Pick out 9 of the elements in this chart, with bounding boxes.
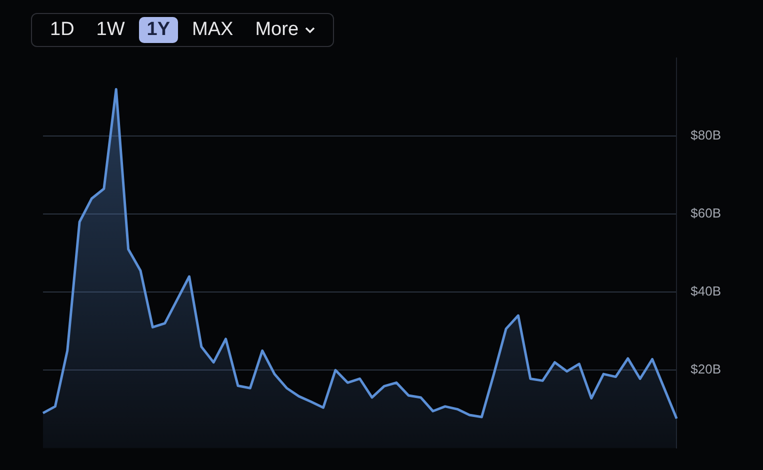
text: 1D <box>49 18 76 42</box>
y-tick-label: $80B <box>690 128 722 143</box>
y-tick-label: $20B <box>690 362 722 377</box>
text: 1Y <box>138 17 178 43</box>
text: More <box>254 18 300 42</box>
text: MAX <box>191 18 234 42</box>
text: 1W <box>95 18 126 42</box>
y-tick-label: $40B <box>690 284 722 299</box>
y-tick-label: $60B <box>690 206 722 221</box>
